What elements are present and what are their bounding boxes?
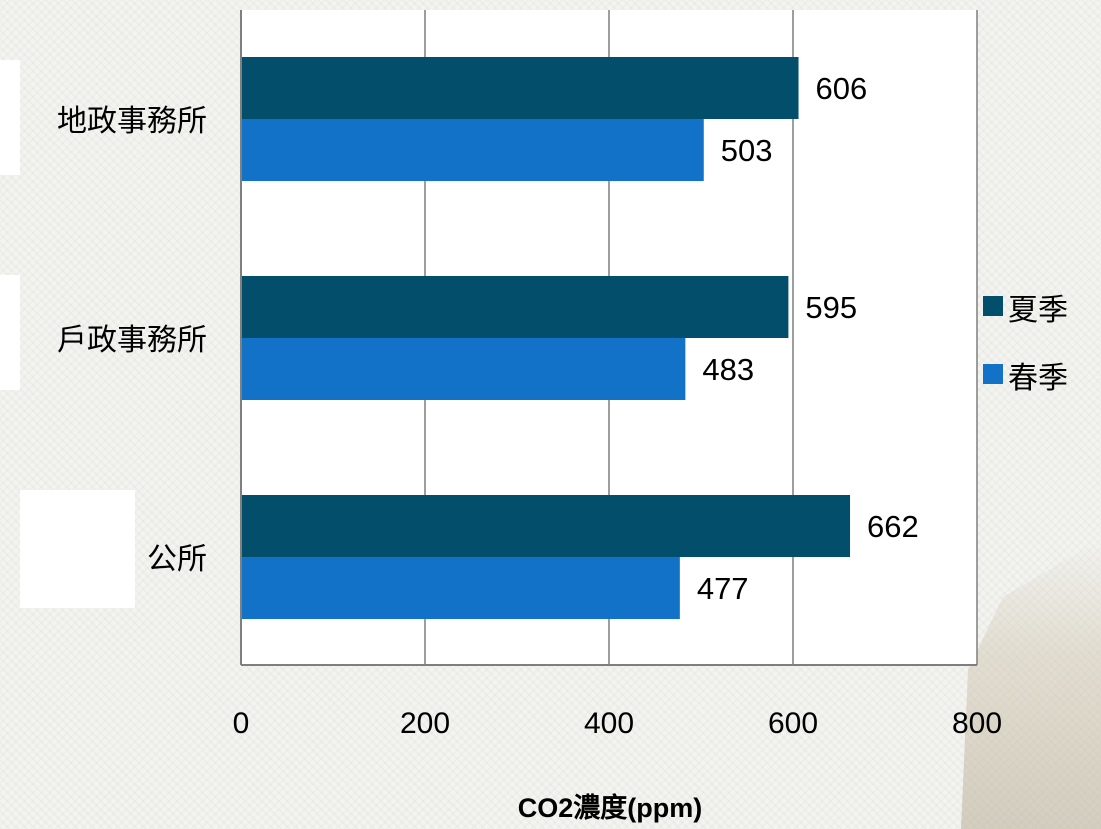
- label-background: [0, 60, 20, 175]
- category-label: 公所: [147, 543, 207, 576]
- label-background: [20, 490, 135, 608]
- bar: [241, 495, 851, 557]
- bar: [241, 57, 799, 119]
- x-tick-label: 0: [233, 707, 250, 740]
- x-tick-label: 600: [768, 707, 818, 740]
- category-label-backgrounds: [0, 60, 135, 608]
- bar: [241, 557, 680, 619]
- legend-swatch: [983, 364, 1003, 384]
- bar: [241, 338, 686, 400]
- data-label: 606: [816, 71, 868, 106]
- category-label: 地政事務所: [57, 105, 207, 138]
- data-labels: 606 503 595 483 662 477: [697, 71, 919, 606]
- x-tick-label: 200: [400, 707, 450, 740]
- label-background: [0, 275, 20, 390]
- x-tick-label: 400: [584, 707, 634, 740]
- legend-swatch: [983, 296, 1003, 316]
- bar: [241, 276, 789, 338]
- x-tick-label: 800: [952, 707, 1002, 740]
- data-label: 477: [697, 571, 749, 606]
- bar: [241, 119, 704, 181]
- category-label: 戶政事務所: [57, 324, 207, 357]
- legend-label: 夏季: [1008, 294, 1068, 327]
- x-tick-labels: 0 200 400 600 800: [233, 707, 1002, 740]
- data-label: 595: [805, 290, 857, 325]
- x-axis-title: CO2濃度(ppm): [518, 792, 703, 823]
- legend-label: 春季: [1008, 362, 1068, 395]
- data-label: 662: [867, 509, 919, 544]
- data-label: 503: [721, 133, 773, 168]
- axes: [240, 10, 977, 666]
- bars: [241, 57, 851, 619]
- data-label: 483: [702, 352, 754, 387]
